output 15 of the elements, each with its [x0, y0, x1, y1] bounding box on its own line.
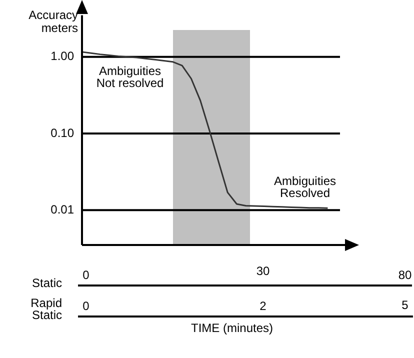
- text: 0: [82, 268, 90, 282]
- text: TIME (minutes): [190, 321, 274, 335]
- annotation: Ambiguities Resolved: [274, 174, 336, 200]
- annotation: Ambiguities Not resolved: [96, 64, 164, 90]
- text: Rapid Static: [30, 296, 62, 322]
- text: 30: [256, 264, 270, 278]
- text: 0: [82, 299, 90, 313]
- y-tick-label: 1.00: [50, 49, 74, 64]
- y-tick-label: 0.01: [50, 202, 74, 216]
- y-tick-label: 0.10: [50, 126, 74, 140]
- text: 80: [398, 268, 412, 282]
- text: Static: [32, 276, 62, 290]
- y-axis-title: Accuracy meters: [28, 8, 78, 35]
- text: 5: [402, 298, 409, 312]
- text: 2: [260, 299, 267, 313]
